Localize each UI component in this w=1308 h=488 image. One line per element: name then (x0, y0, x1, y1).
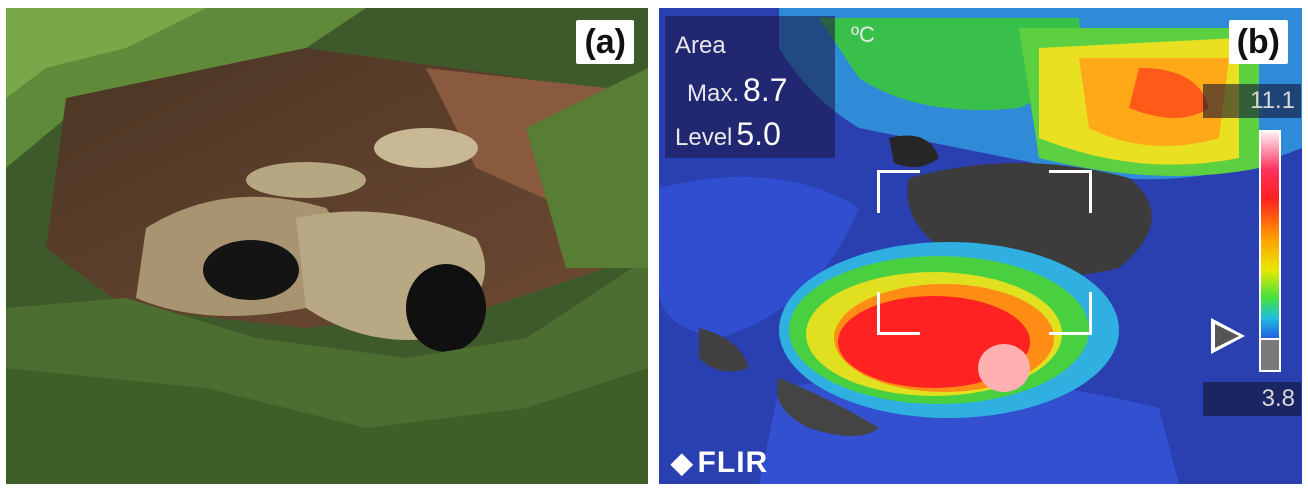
max-reading: Max. 8.7 (687, 72, 788, 109)
area-bracket-top-right (1049, 170, 1092, 213)
max-value: 8.7 (743, 72, 788, 108)
level-label: Level (675, 124, 733, 151)
scale-max-value: 11.1 (1203, 84, 1301, 118)
ground-hole-photo (6, 8, 648, 484)
area-bracket-top-left (877, 170, 920, 213)
unit-label: ºC (851, 22, 875, 47)
scale-min-value: 3.8 (1203, 382, 1301, 416)
area-label: Area (675, 32, 726, 59)
temperature-colorbar (1259, 130, 1281, 372)
measurement-readout: Area Max. 8.7 Level 5.0 (665, 16, 835, 158)
level-reading: Level 5.0 (675, 116, 781, 153)
flir-logo-icon: ◆ (671, 447, 694, 478)
panel-b-label: (b) (1228, 20, 1288, 64)
area-bracket-bottom-left (877, 292, 920, 335)
flir-logo: ◆ FLIR (671, 446, 768, 480)
level-value: 5.0 (736, 116, 781, 152)
photo-panel: (a) (6, 8, 648, 484)
panel-a-label: (a) (576, 20, 634, 64)
flir-brand-text: FLIR (697, 446, 769, 479)
thermal-panel: Area Max. 8.7 Level 5.0 ºC 11.1 3.8 ◆ FLIR … (659, 8, 1302, 484)
max-label: Max. (687, 80, 740, 107)
area-bracket-bottom-right (1049, 292, 1092, 335)
colorbar-below-level (1259, 338, 1281, 372)
thermal-image (659, 8, 1302, 484)
level-marker-inner-icon (1215, 324, 1239, 348)
